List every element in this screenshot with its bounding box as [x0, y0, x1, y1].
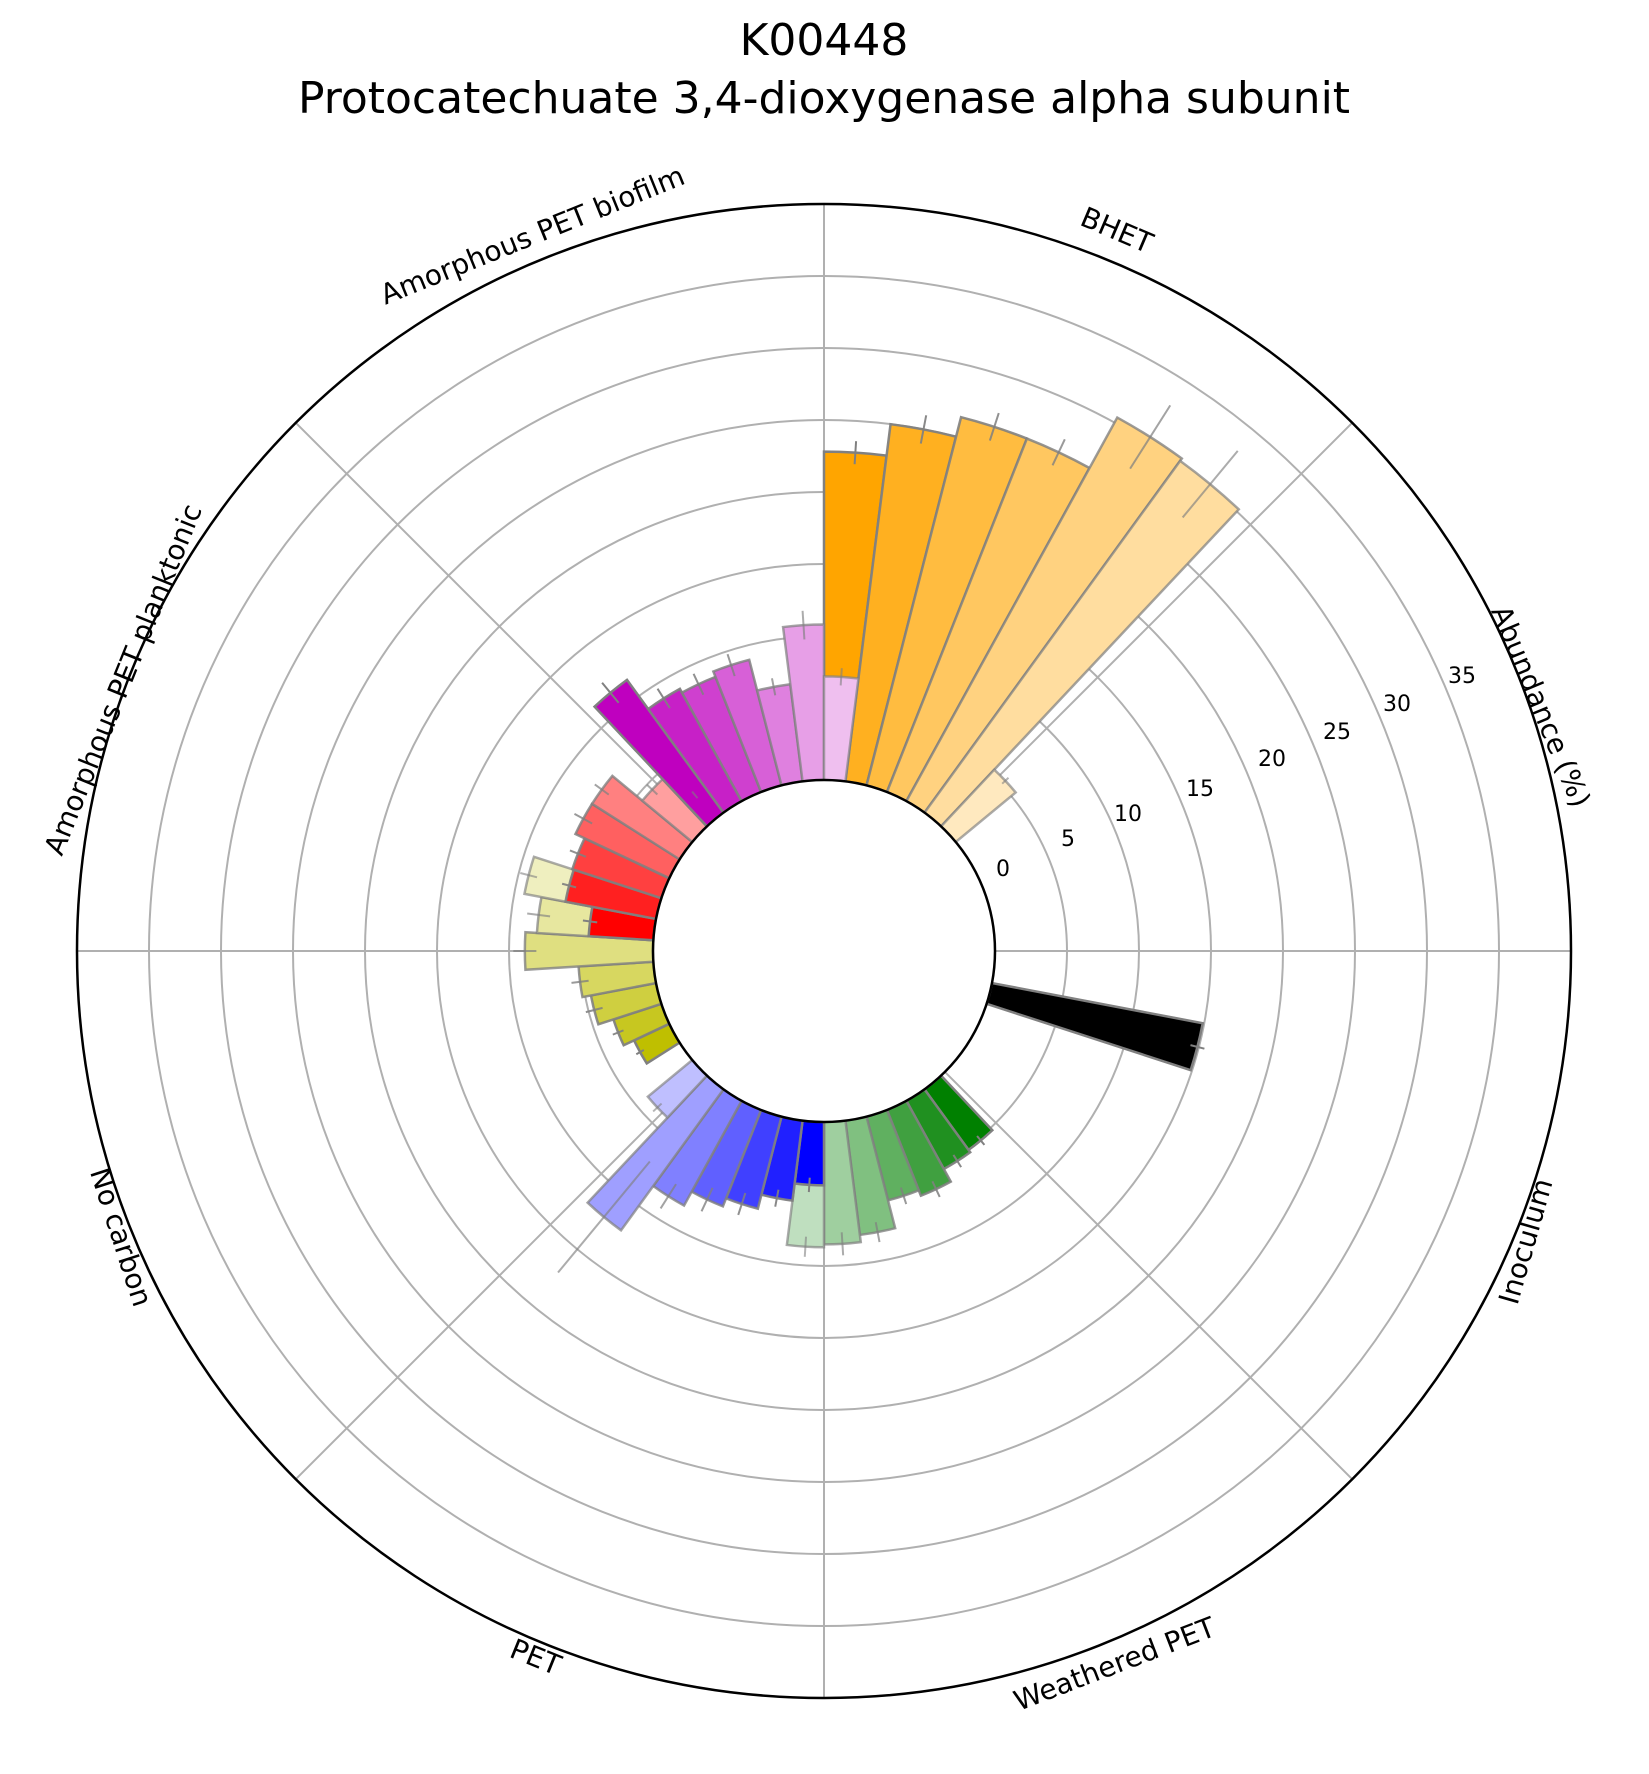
- error-bar: [1129, 404, 1172, 470]
- error-bar: [652, 1102, 663, 1113]
- error-bar: [988, 412, 1000, 441]
- chart-subtitle: Protocatechuate 3,4-dioxygenase alpha su…: [298, 73, 1350, 124]
- error-bar: [692, 673, 705, 696]
- error-bar: [771, 678, 777, 696]
- error-bar: [899, 1187, 908, 1205]
- radial-tick-label: 35: [1448, 664, 1476, 689]
- bar: [985, 981, 1205, 1072]
- error-bar: [585, 1006, 603, 1014]
- error-bar: [1001, 777, 1010, 785]
- error-bar: [582, 919, 598, 924]
- error-bar: [1181, 450, 1239, 519]
- error-bar: [774, 1189, 780, 1207]
- category-label: Amorphous PET planktonic: [38, 499, 209, 859]
- radial-tick-label: 25: [1323, 720, 1351, 745]
- error-bar: [976, 1135, 986, 1146]
- radial-axis-title: Abundance (%): [1484, 601, 1597, 812]
- category-label: Weathered PET: [1009, 1610, 1220, 1717]
- error-bar: [691, 790, 699, 799]
- radial-tick-label: 20: [1258, 747, 1286, 772]
- error-bar: [919, 415, 928, 444]
- error-bar: [1190, 1044, 1205, 1050]
- center-hole: [651, 778, 997, 1124]
- error-bar: [874, 1222, 881, 1243]
- error-bar: [726, 653, 736, 677]
- category-label: No carbon: [83, 1164, 159, 1311]
- error-bar: [807, 1177, 811, 1193]
- error-bar: [656, 688, 671, 709]
- error-bars: [513, 404, 1239, 1274]
- error-bar: [803, 1236, 808, 1257]
- error-bar: [1051, 438, 1066, 466]
- error-bar: [853, 441, 858, 465]
- error-bar: [594, 783, 610, 796]
- error-bar: [612, 1029, 624, 1036]
- radial-tick-label: 30: [1383, 692, 1411, 717]
- radial-tick-label: 0: [996, 857, 1010, 882]
- chart-title: K00448: [740, 15, 909, 66]
- grid-spoke: [295, 422, 704, 831]
- category-label: Amorphous PET biofilm: [376, 159, 690, 311]
- error-bar: [646, 783, 659, 796]
- grid-spoke: [944, 1071, 1353, 1480]
- error-bar: [931, 1180, 941, 1198]
- category-label: Inoculum: [1492, 1175, 1559, 1308]
- error-bar: [601, 682, 620, 704]
- error-bar: [561, 882, 577, 889]
- bar-series: [523, 415, 1241, 1249]
- error-bar: [952, 1154, 962, 1168]
- radial-tick-label: 5: [1061, 827, 1075, 852]
- radial-tick-label: 15: [1186, 777, 1214, 802]
- error-bar: [635, 1049, 645, 1056]
- error-bar: [659, 1183, 677, 1209]
- error-bar: [520, 872, 538, 879]
- error-bar: [839, 668, 843, 686]
- error-bar: [801, 610, 806, 640]
- category-label: PET: [505, 1632, 566, 1682]
- error-bar: [737, 1192, 747, 1216]
- radial-tick-label: 10: [1114, 802, 1142, 827]
- error-bar: [700, 1187, 714, 1212]
- error-bar: [573, 812, 593, 825]
- error-bar: [557, 1160, 651, 1274]
- error-bar: [840, 1232, 845, 1256]
- grid-spoke: [944, 422, 1353, 831]
- outer-frame: [75, 202, 1573, 1700]
- error-bar: [527, 912, 551, 918]
- error-bar: [571, 979, 589, 984]
- error-bar: [569, 849, 587, 858]
- grid-spoke: [295, 1071, 704, 1480]
